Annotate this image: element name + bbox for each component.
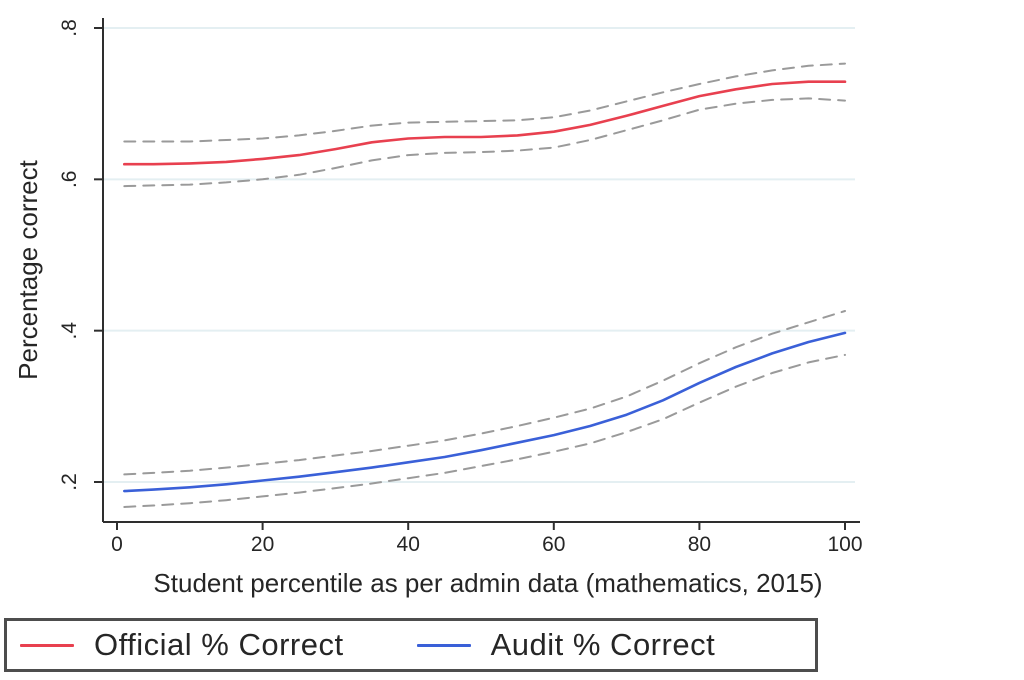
y-tick-label: .2 bbox=[58, 473, 81, 491]
legend-label-official: Official % Correct bbox=[94, 627, 344, 662]
audit-ci-lower-path bbox=[123, 353, 846, 508]
official-line-sample bbox=[20, 643, 74, 647]
official-ci-upper-path bbox=[123, 62, 846, 143]
legend-item-audit: Audit % Correct bbox=[416, 627, 716, 663]
y-axis-title: Percentage correct bbox=[13, 159, 43, 379]
legend: Official % Correct Audit % Correct bbox=[4, 618, 818, 672]
axis-ticks: 0 20 40 60 80 100 .2 .4 .6 .8 bbox=[58, 19, 863, 556]
y-tick-label: .8 bbox=[58, 19, 81, 37]
audit-line-sample bbox=[416, 643, 471, 647]
x-tick-label: 100 bbox=[827, 533, 862, 556]
x-axis-title: Student percentile as per admin data (ma… bbox=[153, 568, 822, 598]
legend-item-official: Official % Correct bbox=[20, 627, 344, 663]
x-tick-label: 20 bbox=[251, 533, 274, 556]
y-tick-label: .6 bbox=[58, 171, 81, 189]
x-tick-label: 40 bbox=[397, 533, 420, 556]
series-lines bbox=[123, 62, 847, 508]
legend-label-audit: Audit % Correct bbox=[490, 627, 716, 662]
x-tick-label: 80 bbox=[688, 533, 711, 556]
x-tick-label: 0 bbox=[111, 533, 123, 556]
audit-ci-upper-path bbox=[123, 310, 846, 476]
official-ci-lower-path bbox=[123, 97, 846, 188]
audit-correct-path bbox=[123, 331, 847, 493]
y-tick-label: .4 bbox=[58, 322, 81, 340]
gridlines bbox=[103, 27, 855, 484]
x-tick-label: 60 bbox=[542, 533, 565, 556]
official-correct-path bbox=[123, 80, 847, 166]
